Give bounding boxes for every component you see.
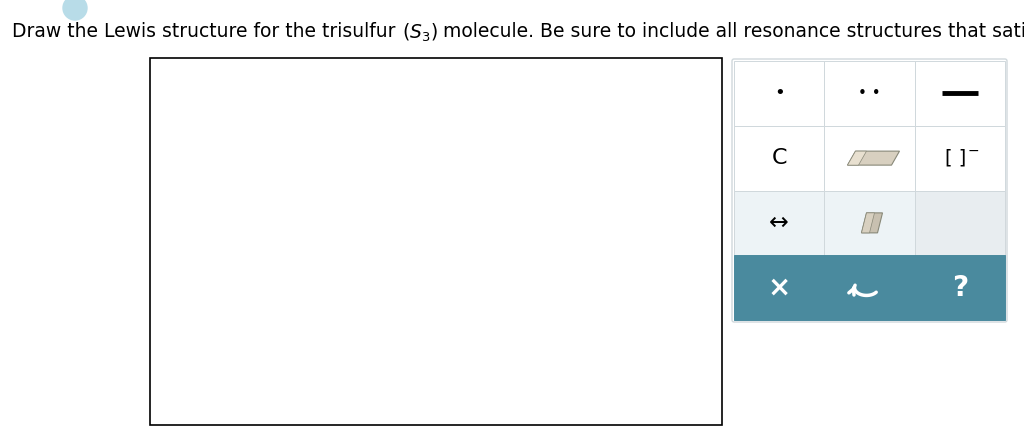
Polygon shape (861, 213, 883, 233)
Bar (824, 255, 914, 320)
Text: ×: × (768, 274, 791, 302)
Text: Draw the Lewis structure for the trisulfur: Draw the Lewis structure for the trisulf… (12, 22, 401, 41)
Text: [ ]: [ ] (945, 148, 967, 168)
Text: ?: ? (951, 274, 968, 302)
Text: −: − (968, 144, 980, 158)
Text: • •: • • (858, 86, 881, 101)
Circle shape (63, 0, 87, 20)
Bar (914, 255, 1005, 320)
Bar (734, 61, 824, 126)
Bar (824, 61, 914, 126)
Text: molecule. Be sure to include all resonance structures that satisfy the octet rul: molecule. Be sure to include all resonan… (437, 22, 1024, 41)
Bar (914, 190, 1005, 255)
Bar (914, 61, 1005, 126)
Polygon shape (861, 213, 874, 233)
Polygon shape (848, 151, 899, 165)
Bar (734, 126, 824, 190)
Bar (734, 255, 824, 320)
Text: C: C (771, 148, 786, 168)
Text: ↔: ↔ (769, 211, 790, 235)
Text: $(S_3)$: $(S_3)$ (401, 22, 437, 44)
Polygon shape (848, 151, 866, 165)
Bar (734, 190, 824, 255)
Text: •: • (774, 84, 784, 102)
Bar (150, 58, 722, 425)
Bar (824, 126, 914, 190)
Bar (824, 190, 914, 255)
Bar (914, 126, 1005, 190)
